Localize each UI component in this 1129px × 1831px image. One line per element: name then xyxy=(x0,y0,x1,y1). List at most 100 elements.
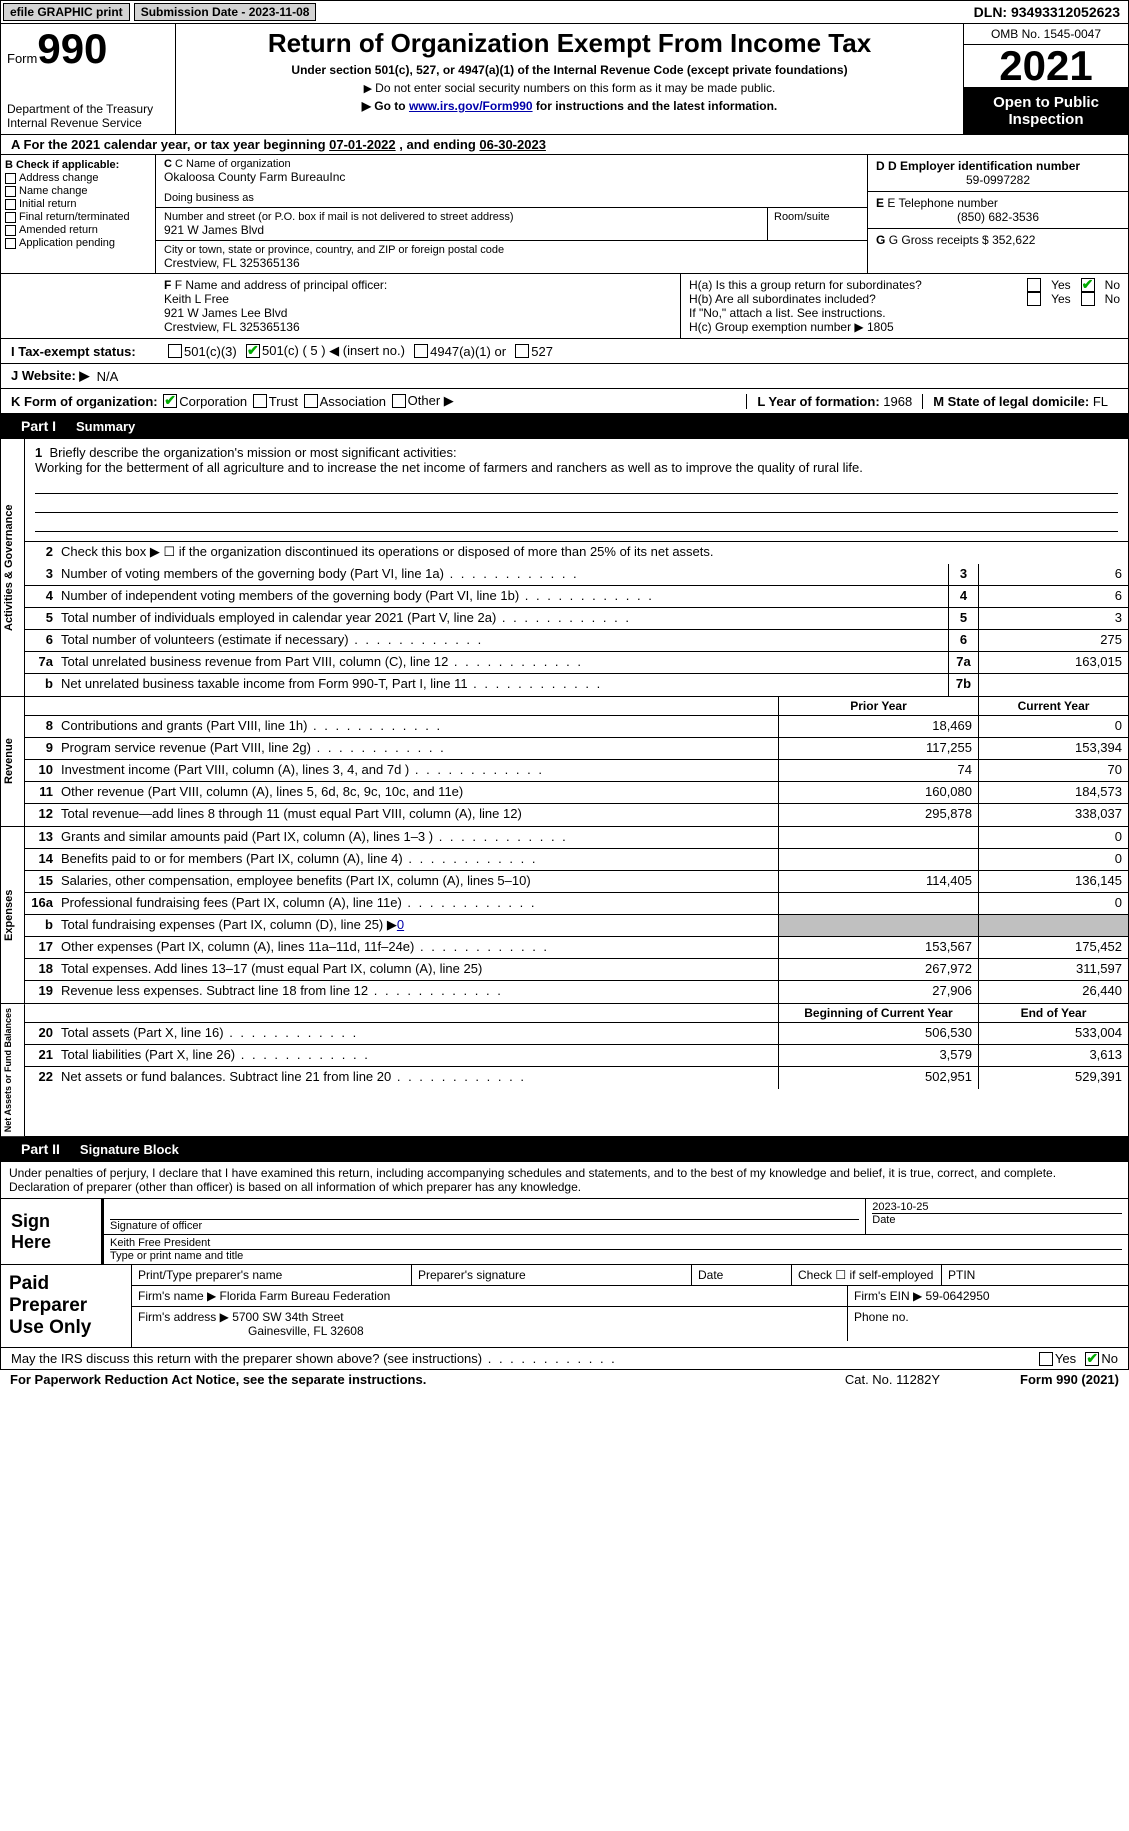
part1-header: Part I Summary xyxy=(0,414,1129,439)
firm-name-value: Florida Farm Bureau Federation xyxy=(220,1289,391,1303)
line14-cur: 0 xyxy=(978,849,1128,870)
form-header: Form990 Department of the Treasury Inter… xyxy=(0,24,1129,135)
line13-cur: 0 xyxy=(978,827,1128,848)
line20-beg: 506,530 xyxy=(778,1023,978,1044)
top-bar: efile GRAPHIC print Submission Date - 20… xyxy=(0,0,1129,24)
part2-header: Part II Signature Block xyxy=(0,1137,1129,1162)
year-formation-value: 1968 xyxy=(883,394,912,409)
line7a-text: Total unrelated business revenue from Pa… xyxy=(57,652,948,673)
line21-end: 3,613 xyxy=(978,1045,1128,1066)
status-4947-checkbox[interactable] xyxy=(414,344,428,358)
line10-text: Investment income (Part VIII, column (A)… xyxy=(57,760,778,781)
officer-city: Crestview, FL 325365136 xyxy=(164,320,672,334)
prep-self-employed-label: Check ☐ if self-employed xyxy=(792,1265,942,1285)
org-assoc-checkbox[interactable] xyxy=(304,394,318,408)
ha-no-checkbox[interactable] xyxy=(1081,278,1095,292)
line12-prior: 295,878 xyxy=(778,804,978,826)
check-address-change[interactable]: Address change xyxy=(5,172,151,184)
submission-date-button[interactable]: Submission Date - 2023-11-08 xyxy=(134,3,317,21)
e-phone-label: E E Telephone number xyxy=(876,196,1120,210)
discuss-no-checkbox[interactable] xyxy=(1085,1352,1099,1366)
line17-prior: 153,567 xyxy=(778,937,978,958)
block-h: H(a) Is this a group return for subordin… xyxy=(681,274,1128,338)
line10-prior: 74 xyxy=(778,760,978,781)
check-name-change[interactable]: Name change xyxy=(5,185,151,197)
line9-text: Program service revenue (Part VIII, line… xyxy=(57,738,778,759)
efile-print-button[interactable]: efile GRAPHIC print xyxy=(3,3,130,21)
line14-text: Benefits paid to or for members (Part IX… xyxy=(57,849,778,870)
line12-cur: 338,037 xyxy=(978,804,1128,826)
check-final-return[interactable]: Final return/terminated xyxy=(5,211,151,223)
line6-text: Total number of volunteers (estimate if … xyxy=(57,630,948,651)
ha-yes-checkbox[interactable] xyxy=(1027,278,1041,292)
org-trust-checkbox[interactable] xyxy=(253,394,267,408)
line22-text: Net assets or fund balances. Subtract li… xyxy=(57,1067,778,1089)
line17-cur: 175,452 xyxy=(978,937,1128,958)
hb-yes-checkbox[interactable] xyxy=(1027,292,1041,306)
line16b-prior-shaded xyxy=(778,915,978,936)
prep-sig-label: Preparer's signature xyxy=(412,1265,692,1285)
hc-value: 1805 xyxy=(867,320,894,334)
firm-ein-value: 59-0642950 xyxy=(926,1289,990,1303)
line18-cur: 311,597 xyxy=(978,959,1128,980)
check-initial-return[interactable]: Initial return xyxy=(5,198,151,210)
line7b-value xyxy=(978,674,1128,696)
line15-cur: 136,145 xyxy=(978,871,1128,892)
line19-cur: 26,440 xyxy=(978,981,1128,1003)
status-501c3-checkbox[interactable] xyxy=(168,344,182,358)
status-501c-checkbox[interactable] xyxy=(246,344,260,358)
street-value: 921 W James Blvd xyxy=(164,223,759,237)
header-prior-year: Prior Year xyxy=(778,697,978,715)
line12-text: Total revenue—add lines 8 through 11 (mu… xyxy=(57,804,778,826)
org-name-value: Okaloosa County Farm BureauInc xyxy=(164,170,859,184)
j-website-label: J Website: ▶ xyxy=(11,368,89,384)
note-instructions: ▶ Go to www.irs.gov/Form990 for instruct… xyxy=(180,99,959,113)
header-beginning-year: Beginning of Current Year xyxy=(778,1004,978,1022)
phone-value: (850) 682-3536 xyxy=(876,210,1120,224)
prep-date-label: Date xyxy=(692,1265,792,1285)
check-amended-return[interactable]: Amended return xyxy=(5,224,151,236)
line11-text: Other revenue (Part VIII, column (A), li… xyxy=(57,782,778,803)
footer-form-ref: Form 990 (2021) xyxy=(1020,1372,1119,1387)
mission-label: Briefly describe the organization's miss… xyxy=(49,445,456,460)
firm-addr1-value: 5700 SW 34th Street xyxy=(232,1310,343,1324)
status-527-checkbox[interactable] xyxy=(515,344,529,358)
line-a-tax-year: A For the 2021 calendar year, or tax yea… xyxy=(0,135,1129,155)
check-application-pending[interactable]: Application pending xyxy=(5,237,151,249)
line16a-prior xyxy=(778,893,978,914)
line19-prior: 27,906 xyxy=(778,981,978,1003)
line14-prior xyxy=(778,849,978,870)
hb-note: If "No," attach a list. See instructions… xyxy=(689,306,1120,320)
footer-cat-no: Cat. No. 11282Y xyxy=(845,1372,940,1387)
g-gross-receipts-label: G G Gross receipts $ xyxy=(876,233,992,247)
block-f-officer: F F Name and address of principal office… xyxy=(156,274,681,338)
dln-label: DLN: 93493312052623 xyxy=(974,4,1128,20)
sign-here-label: Sign Here xyxy=(1,1199,101,1264)
line20-text: Total assets (Part X, line 16) xyxy=(57,1023,778,1044)
form-number: 990 xyxy=(37,25,107,72)
vert-net-assets: Net Assets or Fund Balances xyxy=(1,1004,25,1136)
city-value: Crestview, FL 325365136 xyxy=(164,256,859,270)
hb-no-checkbox[interactable] xyxy=(1081,292,1095,306)
firm-addr2-value: Gainesville, FL 32608 xyxy=(248,1324,364,1338)
org-other-checkbox[interactable] xyxy=(392,394,406,408)
vert-revenue: Revenue xyxy=(1,697,25,826)
note-no-ssn: Do not enter social security numbers on … xyxy=(180,81,959,95)
line11-cur: 184,573 xyxy=(978,782,1128,803)
line22-end: 529,391 xyxy=(978,1067,1128,1089)
line8-prior: 18,469 xyxy=(778,716,978,737)
line6-value: 275 xyxy=(978,630,1128,651)
mission-blank-lines xyxy=(35,475,1118,535)
line7b-text: Net unrelated business taxable income fr… xyxy=(57,674,948,696)
sig-date-label: Date xyxy=(872,1213,1122,1226)
prep-print-name-label: Print/Type preparer's name xyxy=(132,1265,412,1285)
officer-name: Keith L Free xyxy=(164,292,672,306)
line4-text: Number of independent voting members of … xyxy=(57,586,948,607)
line20-end: 533,004 xyxy=(978,1023,1128,1044)
org-corp-checkbox[interactable] xyxy=(163,394,177,408)
dba-label: Doing business as xyxy=(164,192,859,204)
line15-text: Salaries, other compensation, employee b… xyxy=(57,871,778,892)
irs-link[interactable]: www.irs.gov/Form990 xyxy=(409,99,533,113)
line19-text: Revenue less expenses. Subtract line 18 … xyxy=(57,981,778,1003)
discuss-yes-checkbox[interactable] xyxy=(1039,1352,1053,1366)
